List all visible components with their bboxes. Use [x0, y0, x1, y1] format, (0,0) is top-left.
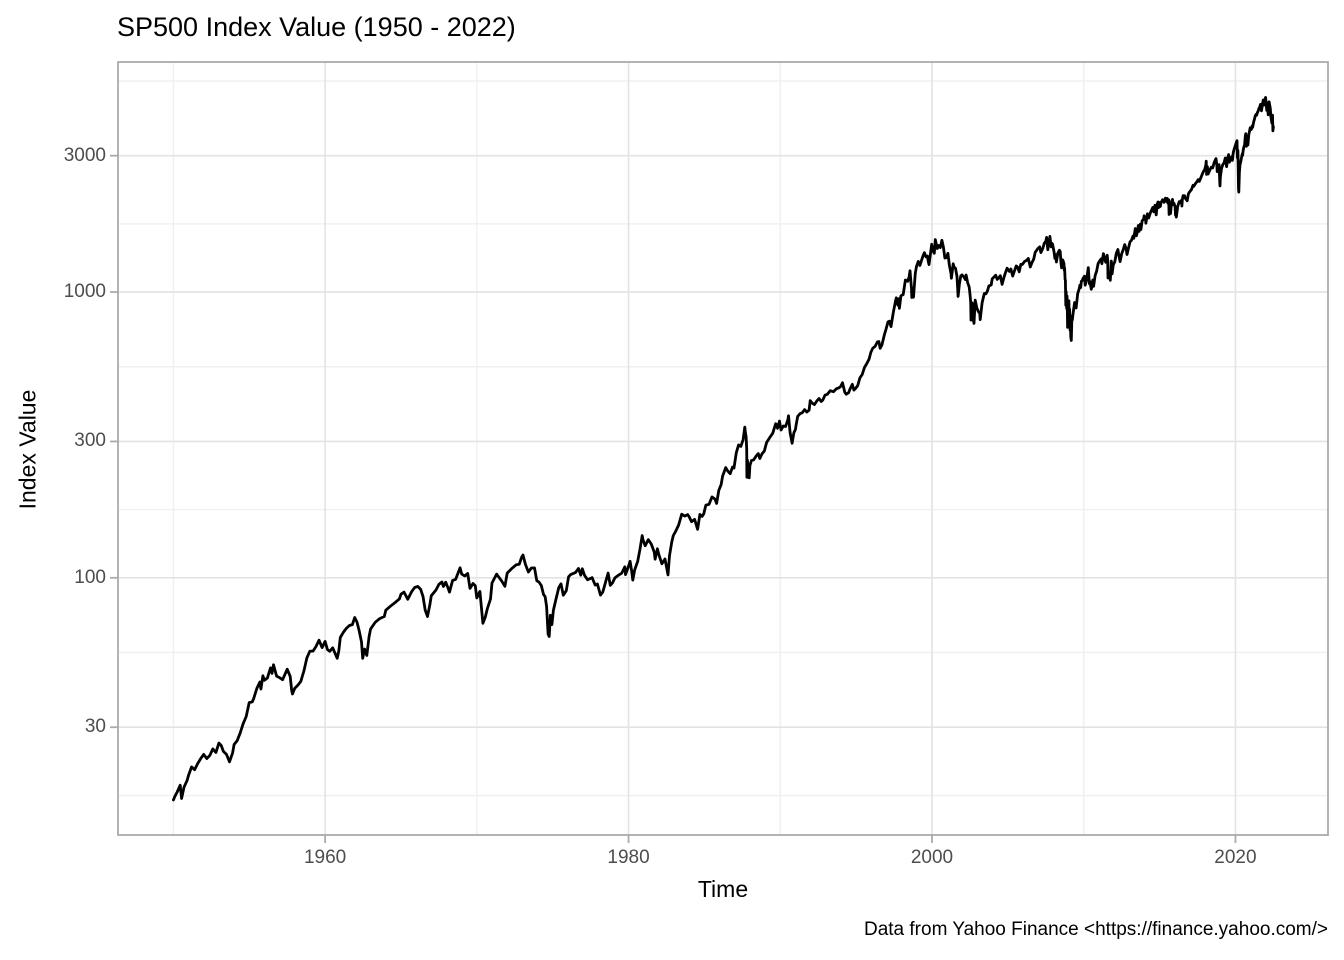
panel-border: [117, 61, 1329, 836]
y-tick-label: 30: [84, 716, 106, 738]
x-tick-label: 1960: [303, 847, 347, 868]
plot-panel: [118, 62, 1328, 835]
y-tick-label: 1000: [63, 281, 106, 303]
y-tick-label: 300: [74, 430, 106, 452]
source-caption: Data from Yahoo Finance <https://finance…: [863, 919, 1328, 940]
y-tick-label: 3000: [63, 144, 106, 166]
x-axis-title-row: Time: [0, 876, 1344, 903]
x-tick-label: 2000: [910, 847, 954, 868]
sp500-line-series: [171, 96, 1275, 802]
x-tick-label: 1980: [607, 847, 650, 868]
x-tick-label: 2020: [1214, 847, 1257, 868]
y-tick-label: 100: [74, 566, 106, 588]
x-axis-title: Time: [697, 876, 749, 902]
chart-title: SP500 Index Value (1950 - 2022): [117, 12, 516, 42]
